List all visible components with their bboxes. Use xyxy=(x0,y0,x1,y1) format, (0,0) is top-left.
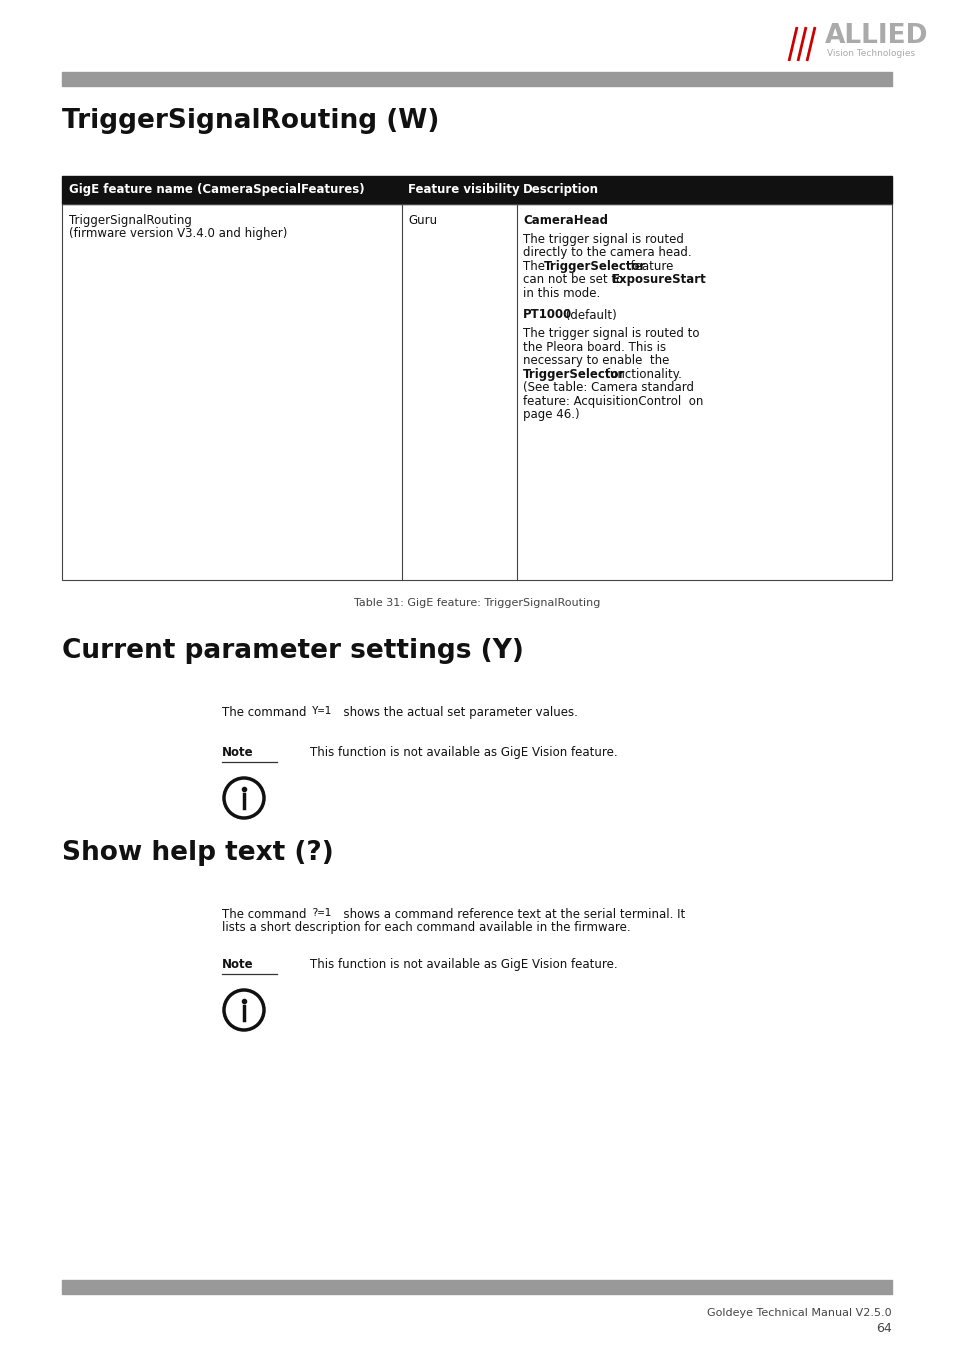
Text: Feature visibility: Feature visibility xyxy=(408,184,519,197)
Text: feature: AcquisitionControl  on: feature: AcquisitionControl on xyxy=(522,396,702,408)
Text: shows a command reference text at the serial terminal. It: shows a command reference text at the se… xyxy=(335,909,684,921)
Text: TriggerSignalRouting: TriggerSignalRouting xyxy=(69,215,192,227)
Text: This function is not available as GigE Vision feature.: This function is not available as GigE V… xyxy=(310,958,617,971)
Text: (default): (default) xyxy=(561,309,616,321)
Text: This function is not available as GigE Vision feature.: This function is not available as GigE V… xyxy=(310,747,617,759)
Text: page 46.): page 46.) xyxy=(522,409,579,421)
Text: can not be set to: can not be set to xyxy=(522,274,626,286)
Text: The: The xyxy=(522,261,548,273)
Text: TriggerSignalRouting (W): TriggerSignalRouting (W) xyxy=(62,108,439,134)
Text: Goldeye Technical Manual V2.5.0: Goldeye Technical Manual V2.5.0 xyxy=(706,1308,891,1318)
Text: 64: 64 xyxy=(876,1322,891,1335)
Text: shows the actual set parameter values.: shows the actual set parameter values. xyxy=(335,706,578,720)
Text: Y=1: Y=1 xyxy=(312,706,332,716)
Text: Guru: Guru xyxy=(408,215,436,227)
Text: PT1000: PT1000 xyxy=(522,309,572,321)
Text: Vision Technologies: Vision Technologies xyxy=(826,49,914,58)
Bar xyxy=(62,176,891,204)
Text: The command: The command xyxy=(222,706,314,720)
Text: functionality.: functionality. xyxy=(601,369,681,381)
Text: lists a short description for each command available in the firmware.: lists a short description for each comma… xyxy=(222,922,630,934)
Text: The command: The command xyxy=(222,909,314,921)
Text: Description: Description xyxy=(522,184,598,197)
Text: Current parameter settings (Y): Current parameter settings (Y) xyxy=(62,639,523,664)
Text: The trigger signal is routed: The trigger signal is routed xyxy=(522,234,683,246)
Text: The trigger signal is routed to: The trigger signal is routed to xyxy=(522,328,699,340)
Text: the Pleora board. This is: the Pleora board. This is xyxy=(522,342,665,354)
Text: Show help text (?): Show help text (?) xyxy=(62,840,334,865)
Text: Table 31: GigE feature: TriggerSignalRouting: Table 31: GigE feature: TriggerSignalRou… xyxy=(354,598,599,608)
Text: Note: Note xyxy=(222,747,253,759)
Bar xyxy=(62,1280,891,1295)
Text: (See table: Camera standard: (See table: Camera standard xyxy=(522,382,693,394)
Text: Note: Note xyxy=(222,958,253,971)
Text: in this mode.: in this mode. xyxy=(522,288,599,300)
Text: ExposureStart: ExposureStart xyxy=(612,274,706,286)
Text: TriggerSelector: TriggerSelector xyxy=(522,369,625,381)
Text: ?=1: ?=1 xyxy=(312,909,332,918)
Text: GigE feature name (CameraSpecialFeatures): GigE feature name (CameraSpecialFeatures… xyxy=(69,184,364,197)
Text: ALLIED: ALLIED xyxy=(824,23,927,49)
Text: TriggerSelector: TriggerSelector xyxy=(543,261,646,273)
Bar xyxy=(62,72,891,86)
Text: necessary to enable  the: necessary to enable the xyxy=(522,355,669,367)
Text: CameraHead: CameraHead xyxy=(522,215,607,227)
Bar xyxy=(62,204,891,580)
Text: feature: feature xyxy=(622,261,673,273)
Text: (firmware version V3.4.0 and higher): (firmware version V3.4.0 and higher) xyxy=(69,228,287,240)
Text: directly to the camera head.: directly to the camera head. xyxy=(522,247,691,259)
